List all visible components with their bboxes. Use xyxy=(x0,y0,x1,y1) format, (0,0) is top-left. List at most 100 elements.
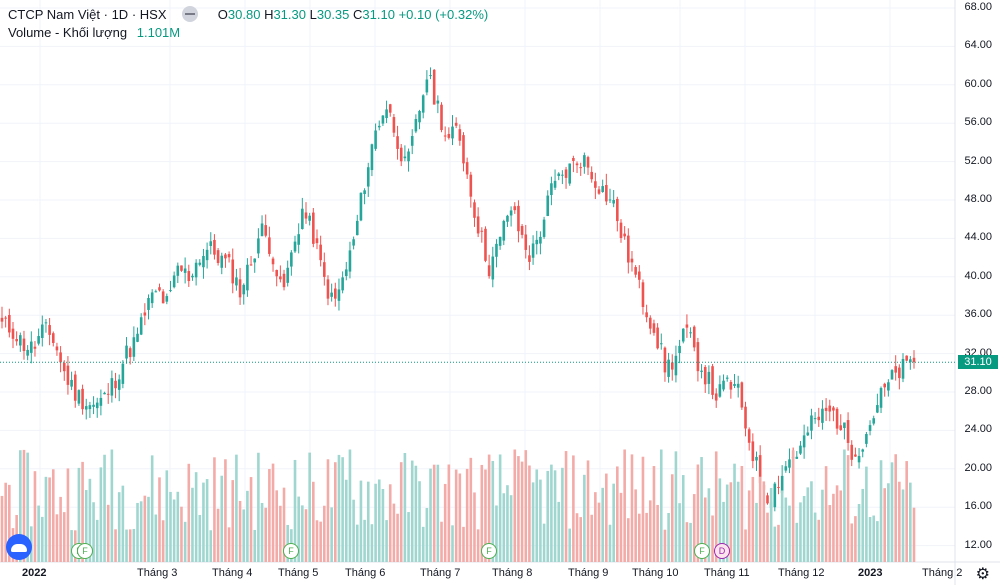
candle-body xyxy=(447,133,451,138)
candle-body xyxy=(612,199,615,204)
volume-bar xyxy=(282,487,286,562)
candle-body xyxy=(19,335,22,346)
candle-body xyxy=(872,418,876,424)
financials-marker[interactable]: F xyxy=(481,543,497,559)
candle-body xyxy=(575,163,579,166)
volume-value: 1.101M xyxy=(136,25,181,40)
candle-body xyxy=(491,256,495,280)
candle-body xyxy=(828,405,832,412)
candle-body xyxy=(835,408,839,429)
volume-bar xyxy=(645,512,648,562)
volume-bar xyxy=(374,483,377,562)
volume-label[interactable]: Volume - Khối lượng xyxy=(8,25,128,40)
candle-body xyxy=(484,228,487,261)
candle-body xyxy=(594,181,597,188)
symbol-name[interactable]: CTCP Nam Việt xyxy=(8,7,100,22)
candle-body xyxy=(150,292,154,304)
candle-body xyxy=(194,262,198,278)
volume-bar xyxy=(139,501,143,562)
legend-volume-row: Volume - Khối lượng 1.101M xyxy=(8,24,488,42)
volume-bar xyxy=(498,454,502,562)
ohlc-values: O30.80 H31.30 L30.35 C31.10 +0.10 (+0.32… xyxy=(217,7,489,22)
price-tick-label: 56.00 xyxy=(964,116,992,129)
candle-body xyxy=(275,269,278,277)
volume-bar xyxy=(780,490,784,562)
candle-body xyxy=(700,370,703,372)
volume-bar xyxy=(128,529,132,562)
time-tick-label: Tháng 11 xyxy=(704,567,750,579)
volume-bar xyxy=(608,524,612,562)
financials-marker[interactable]: F xyxy=(694,543,710,559)
volume-bar xyxy=(33,471,37,562)
volume-bar xyxy=(700,457,703,562)
volume-bar xyxy=(55,514,59,562)
volume-bar xyxy=(553,470,557,562)
volume-bar xyxy=(59,496,62,562)
volume-bar xyxy=(37,505,40,562)
candle-body xyxy=(304,212,308,219)
volume-bar xyxy=(242,509,246,562)
candle-body xyxy=(26,349,29,356)
volume-bar xyxy=(572,455,575,562)
financials-marker[interactable]: F xyxy=(283,543,299,559)
settings-gear-icon[interactable]: ⚙ xyxy=(975,566,990,583)
candle-body xyxy=(898,367,901,379)
volume-bar xyxy=(725,484,729,562)
volume-bar xyxy=(421,526,425,562)
visibility-toggle-icon[interactable] xyxy=(182,6,199,22)
candle-body xyxy=(755,456,758,461)
candle-body xyxy=(323,262,326,277)
candle-body xyxy=(183,268,187,273)
candle-body xyxy=(30,341,33,353)
candle-body xyxy=(22,338,26,352)
candle-body xyxy=(685,324,689,328)
interval-label[interactable]: 1D xyxy=(111,7,129,22)
volume-bar xyxy=(692,494,696,562)
candle-body xyxy=(689,332,692,334)
candle-body xyxy=(95,402,99,409)
volume-bar xyxy=(194,472,198,562)
volume-bar xyxy=(627,518,630,562)
candle-body xyxy=(524,234,528,250)
financials-marker[interactable]: F xyxy=(77,543,93,559)
volume-bar xyxy=(876,521,879,562)
candle-body xyxy=(77,390,81,404)
candle-body xyxy=(308,215,311,221)
volume-bar xyxy=(506,485,509,562)
candle-body xyxy=(290,252,293,267)
volume-bar xyxy=(568,528,572,562)
candle-body xyxy=(736,383,740,388)
candle-body xyxy=(707,371,711,384)
volume-bar xyxy=(88,478,92,562)
candle-body xyxy=(619,222,623,239)
time-tick-label: Tháng 7 xyxy=(420,567,461,579)
volume-bar xyxy=(81,461,84,562)
volume-bar xyxy=(648,500,652,562)
volume-bar xyxy=(253,529,257,562)
volume-bar xyxy=(791,450,795,562)
volume-bar xyxy=(861,488,865,562)
volume-bar xyxy=(169,491,172,562)
volume-bar xyxy=(718,478,722,562)
volume-bar xyxy=(901,489,905,562)
candle-body xyxy=(103,392,106,395)
candle-body xyxy=(531,243,535,258)
candle-body xyxy=(51,333,55,343)
dividend-marker[interactable]: D xyxy=(714,543,730,559)
tradingview-logo-icon[interactable] xyxy=(6,534,32,560)
volume-bar xyxy=(821,489,824,562)
candle-body xyxy=(191,275,194,278)
volume-bar xyxy=(480,464,484,562)
candle-body xyxy=(740,382,744,408)
candle-body xyxy=(139,317,143,335)
candle-body xyxy=(799,445,802,454)
volume-bar xyxy=(323,505,326,562)
candle-body xyxy=(366,167,370,187)
volume-bar xyxy=(224,459,227,562)
volume-bar xyxy=(550,464,553,562)
candle-body xyxy=(546,195,550,216)
candle-body xyxy=(268,237,271,254)
candle-body xyxy=(293,241,297,252)
candle-body xyxy=(407,151,410,162)
